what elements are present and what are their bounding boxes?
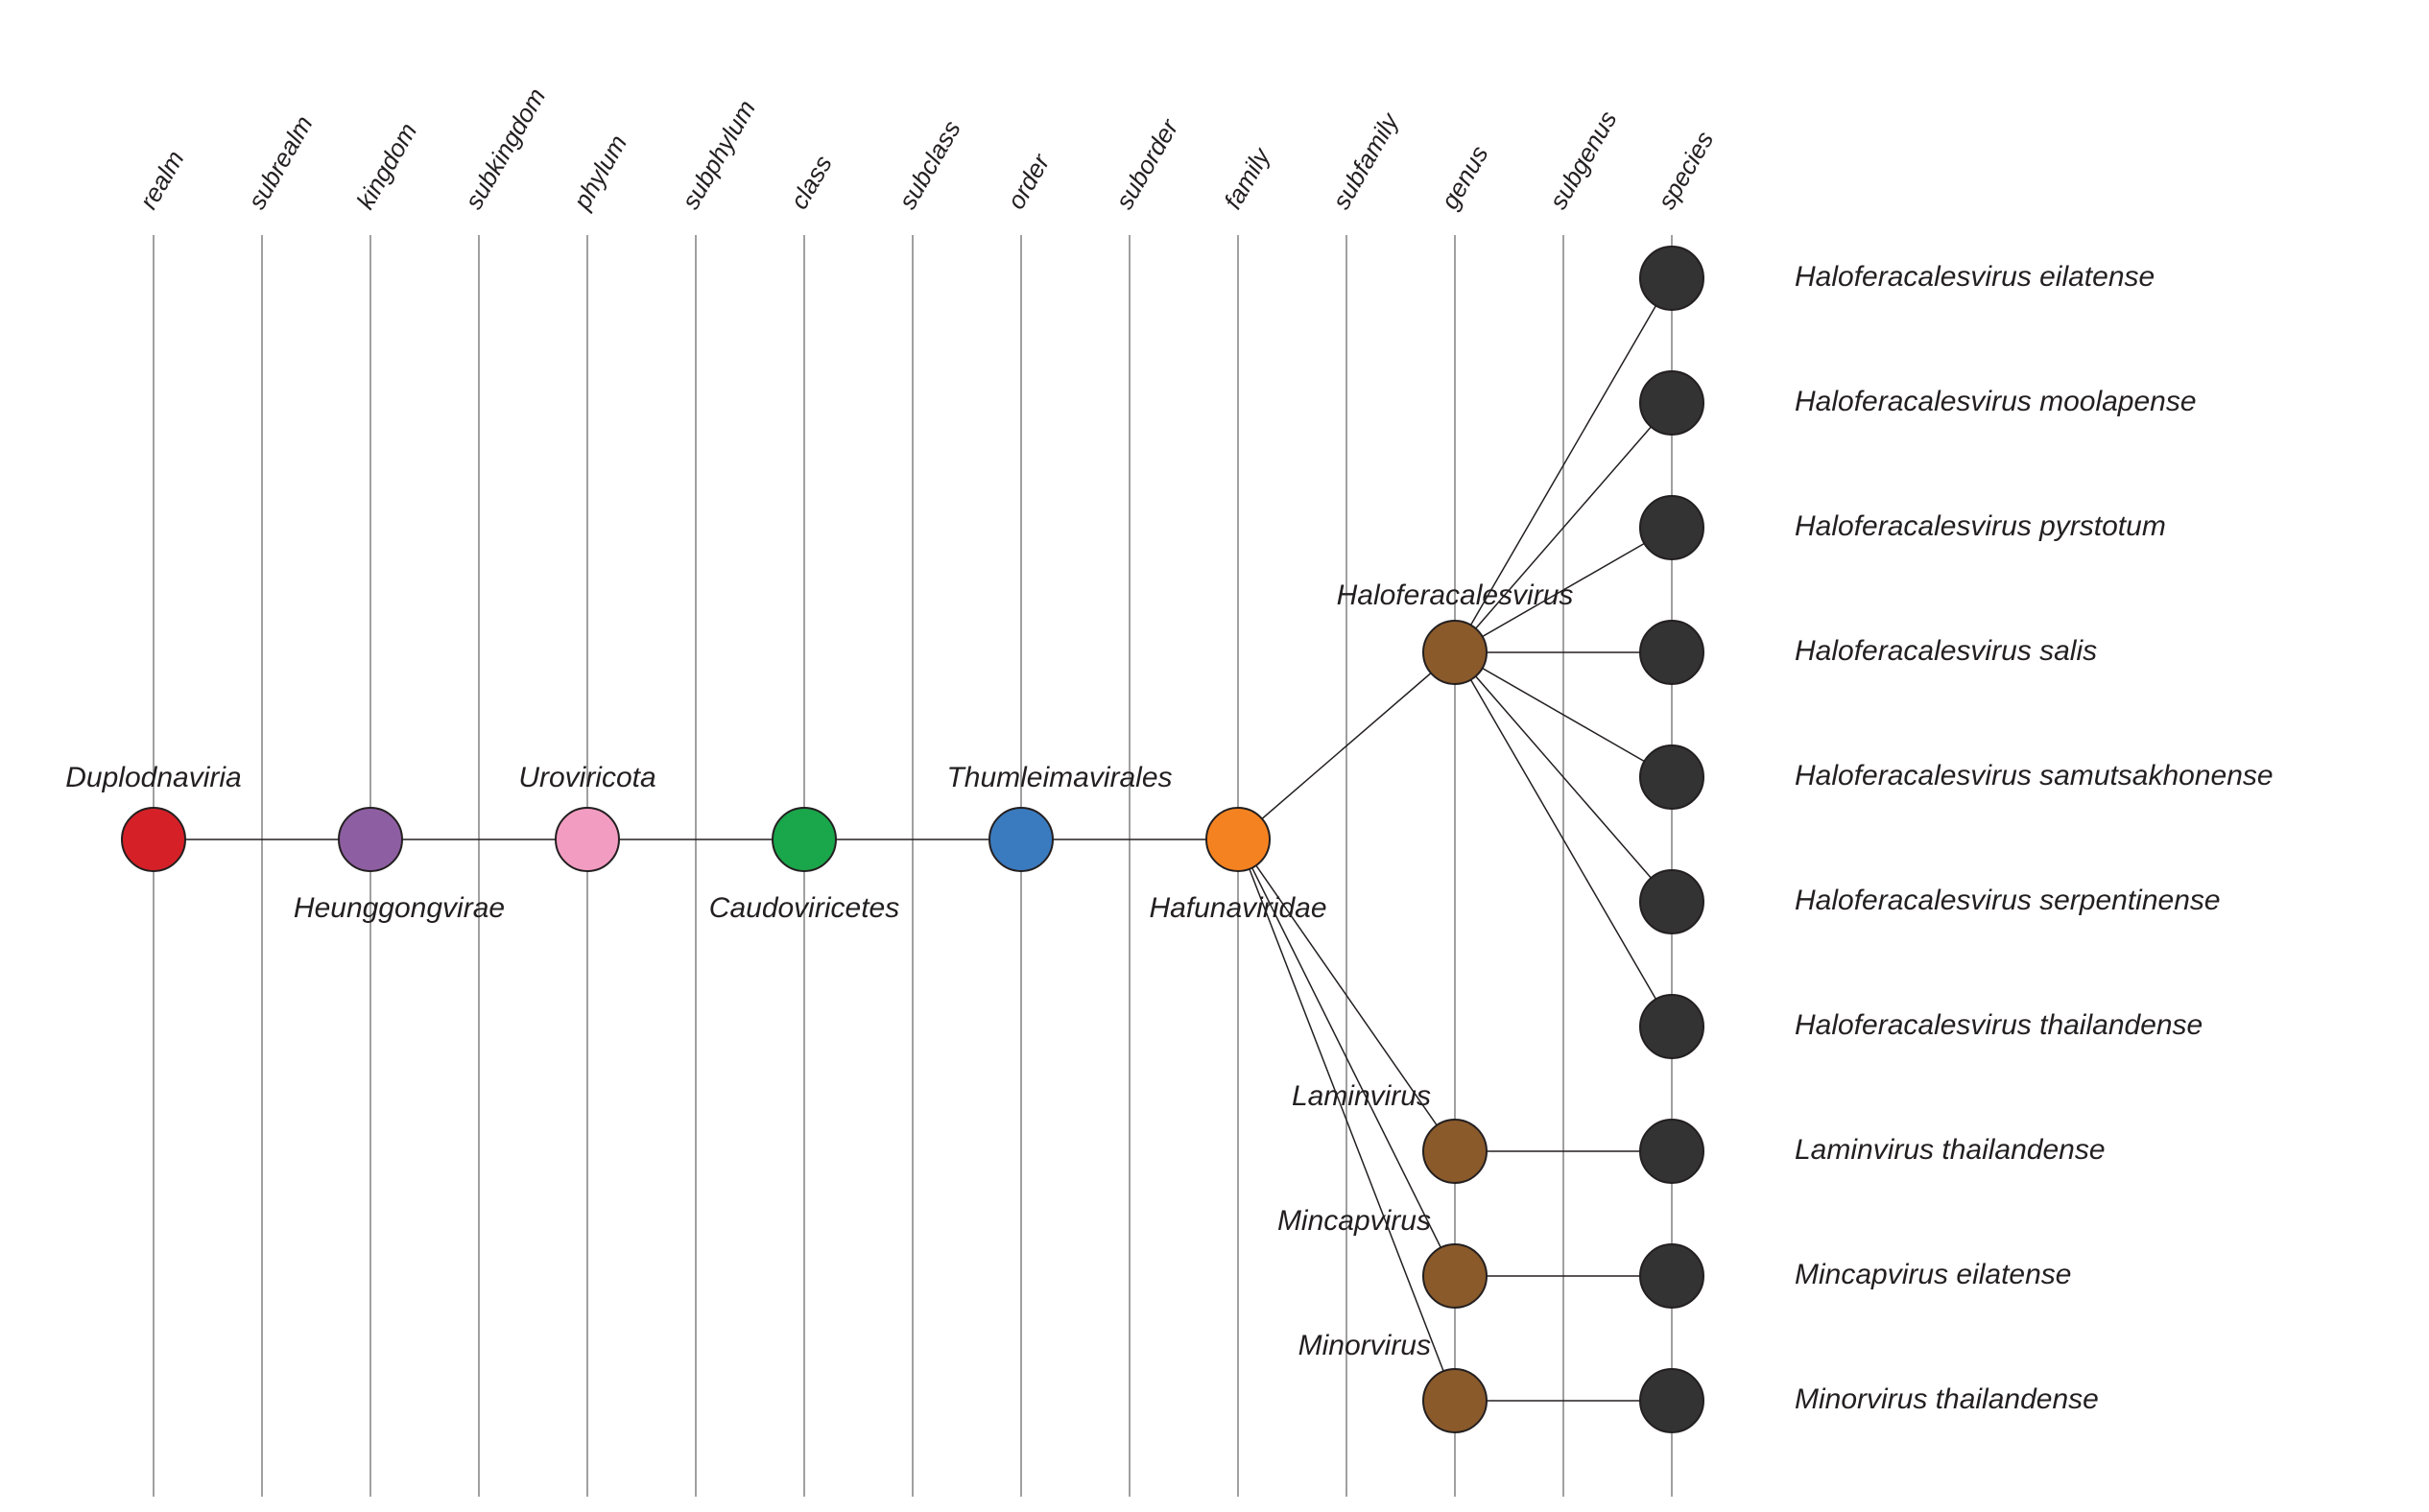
node-label-phylum: Uroviricota — [518, 762, 655, 793]
node-phylum — [556, 808, 619, 871]
species-label-0: Haloferacalesvirus eilatense — [1795, 261, 2155, 293]
node-label-genus-Minorvirus: Minorvirus — [1298, 1330, 1431, 1361]
node-species-4 — [1640, 745, 1703, 809]
node-genus-Haloferacalesvirus — [1423, 621, 1487, 684]
node-label-family: Hafunaviridae — [1149, 892, 1326, 924]
node-label-genus-Haloferacalesvirus: Haloferacalesvirus — [1337, 579, 1574, 611]
species-label-5: Haloferacalesvirus serpentinense — [1795, 885, 2221, 916]
node-species-0 — [1640, 247, 1703, 310]
node-kingdom — [339, 808, 402, 871]
species-label-2: Haloferacalesvirus pyrstotum — [1795, 510, 2166, 542]
species-label-7: Laminvirus thailandense — [1795, 1134, 2106, 1166]
node-label-genus-Mincapvirus: Mincapvirus — [1277, 1205, 1431, 1237]
node-label-realm: Duplodnaviria — [65, 762, 241, 793]
node-species-6 — [1640, 995, 1703, 1058]
node-species-5 — [1640, 870, 1703, 933]
node-genus-Laminvirus — [1423, 1120, 1487, 1183]
node-genus-Minorvirus — [1423, 1369, 1487, 1432]
node-label-kingdom: Heunggongvirae — [294, 892, 505, 924]
node-family — [1206, 808, 1270, 871]
node-class — [773, 808, 836, 871]
species-label-3: Haloferacalesvirus salis — [1795, 635, 2097, 667]
node-realm — [122, 808, 185, 871]
node-label-genus-Laminvirus: Laminvirus — [1292, 1080, 1431, 1112]
node-species-3 — [1640, 621, 1703, 684]
node-order — [989, 808, 1053, 871]
species-label-1: Haloferacalesvirus moolapense — [1795, 386, 2197, 417]
node-species-1 — [1640, 371, 1703, 435]
node-label-order: Thumleimavirales — [946, 762, 1172, 793]
species-label-6: Haloferacalesvirus thailandense — [1795, 1009, 2203, 1041]
taxonomy-diagram: realmsubrealmkingdomsubkingdomphylumsubp… — [0, 0, 2429, 1512]
node-species-2 — [1640, 496, 1703, 559]
species-label-4: Haloferacalesvirus samutsakhonense — [1795, 760, 2274, 791]
node-genus-Mincapvirus — [1423, 1244, 1487, 1308]
node-species-9 — [1640, 1369, 1703, 1432]
node-label-class: Caudoviricetes — [709, 892, 899, 924]
node-species-7 — [1640, 1120, 1703, 1183]
node-species-8 — [1640, 1244, 1703, 1308]
species-label-9: Minorvirus thailandense — [1795, 1383, 2099, 1415]
species-label-8: Mincapvirus eilatense — [1795, 1259, 2071, 1290]
